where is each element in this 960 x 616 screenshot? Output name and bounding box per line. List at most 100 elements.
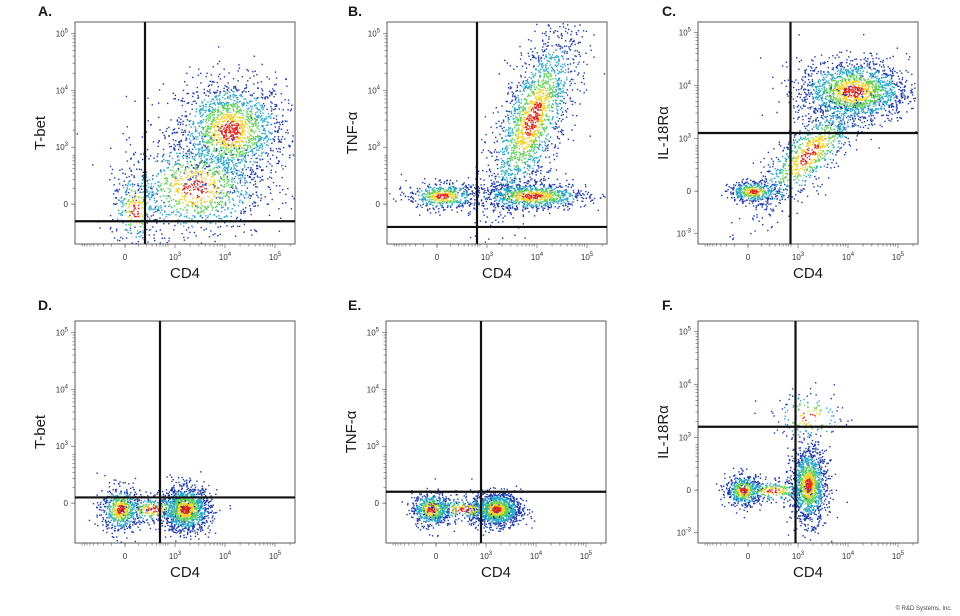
event-dot bbox=[183, 239, 186, 241]
event-dot bbox=[184, 168, 186, 170]
event-dot bbox=[243, 147, 245, 150]
event-dot bbox=[557, 92, 559, 94]
event-dot bbox=[179, 202, 181, 204]
event-dot bbox=[254, 172, 256, 174]
event-dot bbox=[163, 223, 165, 225]
event-dot bbox=[563, 194, 565, 196]
event-dot bbox=[540, 109, 542, 111]
event-dot bbox=[168, 200, 170, 202]
event-dot bbox=[221, 218, 223, 220]
event-dot bbox=[175, 172, 177, 174]
event-dot bbox=[154, 182, 156, 185]
event-dot bbox=[209, 165, 211, 167]
event-dot bbox=[499, 184, 501, 186]
event-dot bbox=[129, 225, 132, 227]
event-dot bbox=[203, 184, 205, 186]
event-dot bbox=[124, 203, 126, 205]
event-dot bbox=[548, 95, 551, 98]
event-dot bbox=[545, 99, 547, 101]
event-dot bbox=[176, 208, 178, 211]
event-dot bbox=[527, 164, 529, 166]
event-dot bbox=[251, 125, 254, 128]
event-dot bbox=[550, 75, 552, 77]
event-dot bbox=[554, 128, 556, 130]
event-dot bbox=[227, 82, 229, 84]
event-dot bbox=[210, 191, 213, 193]
event-dot bbox=[527, 124, 529, 127]
event-dot bbox=[129, 212, 132, 214]
event-dot bbox=[491, 182, 493, 184]
event-dot bbox=[208, 128, 210, 130]
event-dot bbox=[492, 186, 495, 188]
event-dot bbox=[533, 117, 535, 120]
event-dot bbox=[497, 173, 499, 175]
event-dot bbox=[249, 181, 251, 184]
event-dot bbox=[195, 163, 198, 166]
event-dot bbox=[504, 147, 507, 150]
event-dot bbox=[544, 56, 547, 58]
event-dot bbox=[227, 119, 229, 122]
event-dot bbox=[551, 57, 554, 59]
event-dot bbox=[542, 107, 544, 109]
event-dot bbox=[489, 192, 491, 194]
event-dot bbox=[215, 125, 217, 127]
event-dot bbox=[540, 58, 542, 60]
event-dot bbox=[200, 176, 203, 178]
event-dot bbox=[172, 129, 175, 131]
event-dot bbox=[205, 120, 207, 122]
event-dot bbox=[546, 145, 548, 147]
event-dot bbox=[479, 220, 482, 222]
event-dot bbox=[492, 112, 495, 114]
event-dot bbox=[531, 123, 533, 126]
event-dot bbox=[493, 181, 495, 183]
event-dot bbox=[174, 98, 176, 100]
event-dot bbox=[535, 112, 538, 115]
event-dot bbox=[149, 124, 152, 126]
event-dot bbox=[235, 115, 238, 118]
event-dot bbox=[538, 69, 540, 71]
event-dot bbox=[554, 72, 556, 74]
event-dot bbox=[198, 188, 200, 191]
event-dot bbox=[199, 148, 201, 151]
event-dot bbox=[522, 153, 524, 155]
event-dot bbox=[263, 137, 265, 140]
event-dot bbox=[226, 102, 228, 104]
event-dot bbox=[259, 180, 261, 183]
event-dot bbox=[522, 223, 524, 225]
event-dot bbox=[525, 131, 527, 134]
event-dot bbox=[534, 103, 536, 106]
event-dot bbox=[239, 151, 242, 153]
event-dot bbox=[184, 200, 187, 202]
event-dot bbox=[503, 171, 505, 173]
event-dot bbox=[491, 155, 493, 157]
event-dot bbox=[253, 118, 256, 120]
event-dot bbox=[227, 147, 229, 149]
event-dot bbox=[534, 141, 536, 143]
event-dot bbox=[195, 111, 198, 113]
event-dot bbox=[249, 208, 252, 210]
event-dot bbox=[266, 108, 268, 111]
event-dot bbox=[547, 119, 549, 121]
event-dot bbox=[122, 237, 124, 240]
event-dot bbox=[268, 214, 271, 217]
event-dot bbox=[221, 198, 223, 200]
event-dot bbox=[221, 133, 223, 135]
event-dot bbox=[163, 169, 165, 171]
event-dot bbox=[275, 130, 277, 133]
event-dot bbox=[523, 158, 526, 160]
event-dot bbox=[482, 149, 484, 151]
event-dot bbox=[226, 153, 228, 156]
event-dot bbox=[190, 175, 192, 178]
event-dot bbox=[515, 166, 517, 168]
event-dot bbox=[243, 156, 245, 158]
event-dot bbox=[179, 140, 181, 142]
event-dot bbox=[219, 78, 222, 80]
event-dot bbox=[148, 192, 150, 194]
event-dot bbox=[133, 204, 136, 206]
event-dot bbox=[254, 205, 256, 207]
event-dot bbox=[535, 157, 537, 159]
event-dot bbox=[545, 109, 547, 112]
event-dot bbox=[200, 173, 202, 176]
event-dot bbox=[511, 100, 513, 103]
event-dot bbox=[271, 92, 273, 94]
